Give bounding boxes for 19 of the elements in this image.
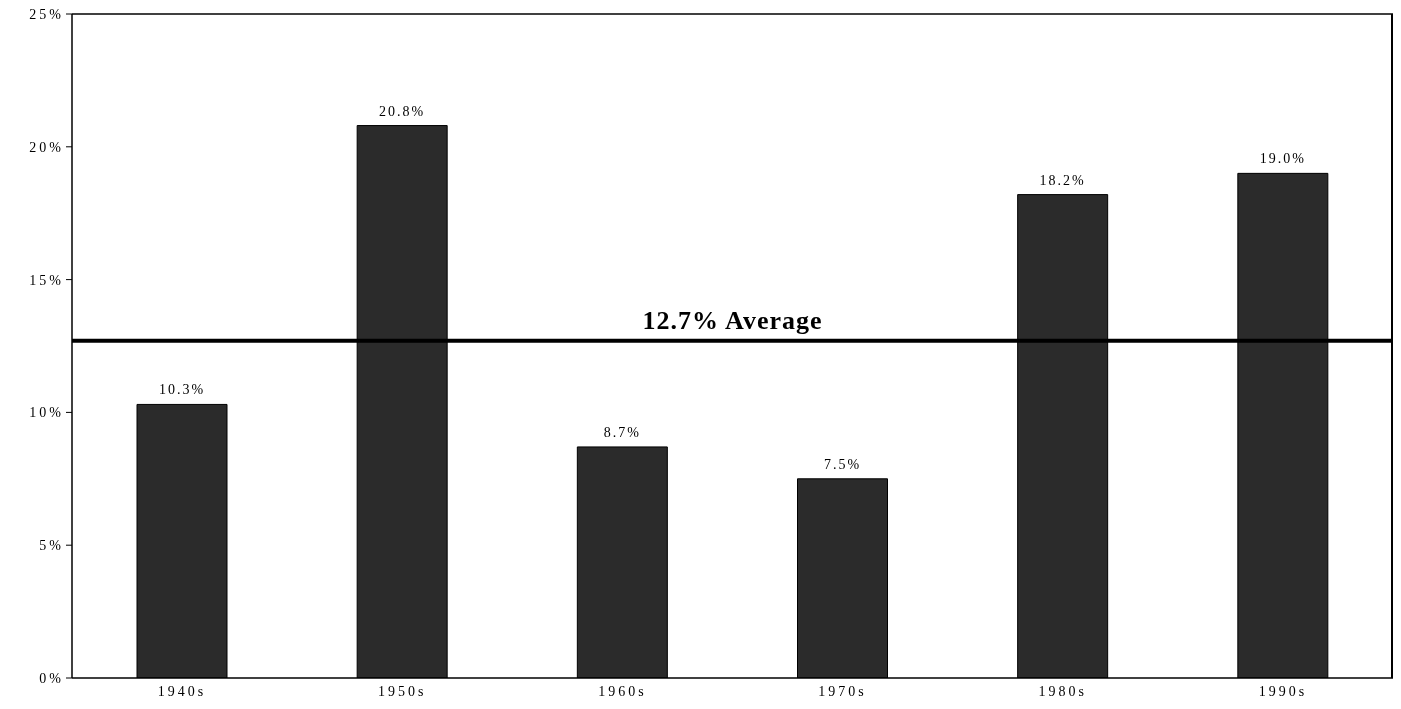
- y-tick-label: 10%: [29, 405, 64, 421]
- data-label: 18.2%: [1039, 172, 1086, 188]
- x-tick-label: 1990s: [1258, 683, 1308, 699]
- x-tick-label: 1940s: [157, 683, 207, 699]
- data-label: 10.3%: [158, 382, 206, 398]
- data-label: 8.7%: [603, 424, 641, 440]
- x-tick-label: 1950s: [378, 683, 427, 699]
- x-tick-label: 1970s: [818, 683, 867, 699]
- x-tick-label: 1980s: [1038, 683, 1087, 699]
- y-tick-label: 25%: [29, 6, 64, 22]
- y-tick-label: 20%: [29, 139, 64, 155]
- data-label: 20.8%: [379, 103, 426, 119]
- ref-line-label: 12.7% Average: [642, 305, 823, 335]
- y-tick-label: 5%: [39, 538, 64, 554]
- data-label: 19.0%: [1259, 151, 1306, 167]
- x-tick-label: 1960s: [598, 683, 647, 699]
- data-label: 7.5%: [823, 456, 862, 472]
- y-tick-label: 15%: [29, 272, 64, 288]
- y-tick-label: 0%: [39, 670, 64, 686]
